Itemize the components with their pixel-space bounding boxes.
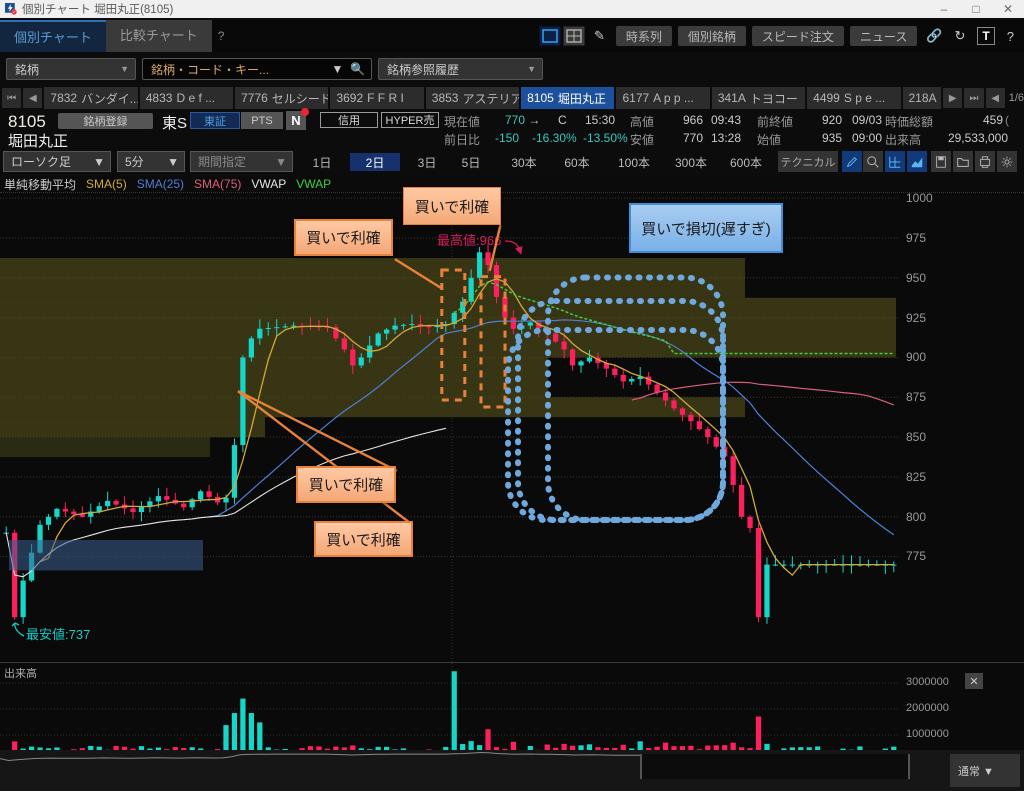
svg-text:最高値:966: 最高値:966: [437, 233, 501, 248]
svg-text:最安値:737: 最安値:737: [26, 627, 90, 642]
